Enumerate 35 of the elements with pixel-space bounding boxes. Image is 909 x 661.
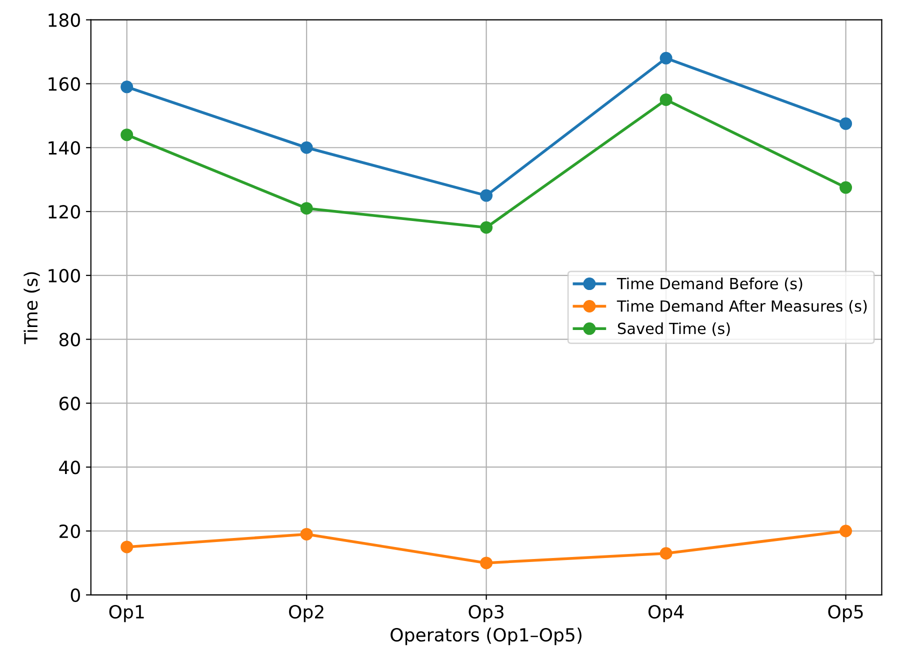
legend-label: Time Demand After Measures (s) (616, 300, 867, 314)
y-axis-title: Time (s) (24, 272, 40, 344)
point (300, 141, 313, 154)
point (120, 80, 134, 94)
point (480, 556, 493, 570)
y-tick-label: 100 (48, 268, 80, 283)
point (660, 52, 672, 64)
x-tick-label: Op1 (109, 604, 144, 622)
y-tick-label: 120 (48, 204, 80, 219)
point (300, 528, 313, 540)
x-tick-label: Op4 (648, 604, 684, 622)
y-tick-label: 20 (60, 524, 80, 538)
point (660, 93, 672, 106)
y-tick-label: 160 (48, 77, 80, 91)
x-axis-title: Operators (Op1–Op5) (390, 628, 582, 646)
y-tick-label: 40 (59, 460, 80, 474)
y-tick-label: 80 (59, 332, 80, 346)
legend-label: Saved Time (s) (618, 322, 730, 336)
y-tick-label: 140 (48, 141, 80, 155)
x-tick-label: Op5 (828, 604, 863, 622)
point (480, 221, 493, 234)
point (120, 540, 134, 554)
x-tick-label: Op3 (468, 604, 504, 622)
point (840, 181, 852, 194)
point (300, 202, 313, 215)
y-tick-label: 180 (48, 13, 80, 27)
point (480, 189, 493, 202)
point (840, 117, 852, 130)
point (120, 128, 134, 142)
x-tick-label: Op2 (289, 604, 324, 622)
point (660, 547, 672, 560)
y-tick-label: 60 (59, 396, 80, 410)
y-tick-label: 0 (70, 588, 80, 602)
legend-label: Time Demand Before (s) (616, 278, 802, 292)
point (840, 524, 852, 538)
